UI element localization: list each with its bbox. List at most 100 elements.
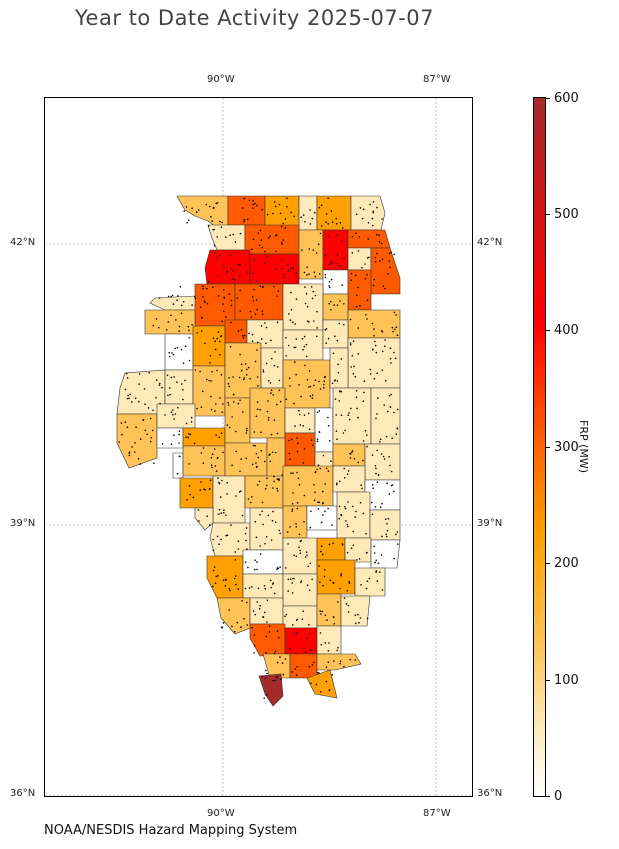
fire-detection-point [220,335,223,337]
fire-detection-point [319,467,322,470]
fire-detection-point [274,205,277,208]
fire-detection-point [310,510,312,512]
fire-detection-point [246,601,248,604]
fire-detection-point [254,202,256,205]
fire-detection-point [348,412,350,414]
fire-detection-point [177,406,179,409]
fire-detection-point [251,248,253,250]
fire-detection-point [267,237,270,239]
fire-detection-point [320,644,323,646]
fire-detection-point [225,236,227,238]
fire-detection-point [327,416,329,419]
county [364,443,401,481]
fire-detection-point [193,442,196,445]
fire-detection-point [223,297,226,299]
fire-detection-point [303,271,306,274]
fire-detection-point [254,313,257,315]
fire-detection-point [382,455,385,458]
fire-detection-point [230,304,233,307]
fire-detection-point [264,322,266,324]
fire-detection-point [396,408,399,411]
fire-detection-point [332,352,335,355]
fire-detection-point [350,272,353,275]
fire-detection-point [388,493,391,495]
fire-detection-point [235,450,237,453]
fire-detection-point [325,666,328,668]
fire-detection-point [178,430,181,433]
fire-detection-point [289,578,292,580]
fire-detection-point [371,217,374,220]
fire-detection-point [395,533,397,536]
county [212,475,246,524]
fire-detection-point [219,220,221,223]
fire-detection-point [357,461,360,464]
fire-detection-point [287,590,289,592]
fire-detection-point [149,440,152,443]
fire-detection-point [309,385,312,388]
fire-detection-point [351,235,354,238]
fire-detection-point [216,369,218,372]
fire-detection-point [357,613,359,616]
fire-detection-point [278,529,280,532]
fire-detection-point [381,350,384,353]
fire-detection-point [295,272,297,274]
fire-detection-point [328,235,331,238]
fire-detection-point [330,309,332,311]
fire-detection-point [231,464,233,467]
fire-detection-point [310,286,313,288]
fire-detection-point [317,501,319,504]
fire-detection-point [261,313,264,316]
fire-detection-point [349,457,352,459]
fire-detection-points [118,197,399,699]
fire-detection-point [327,197,330,199]
fire-detection-point [186,499,188,501]
fire-detection-point [393,351,395,354]
fire-detection-point [277,366,279,368]
fire-detection-point [392,330,394,333]
fire-detection-point [139,463,142,465]
fire-detection-point [301,337,304,340]
fire-detection-point [252,300,255,302]
fire-detection-point [327,337,330,340]
fire-detection-point [291,438,293,441]
fire-detection-point [228,385,230,388]
fire-detection-point [395,314,397,316]
fire-detection-point [279,400,282,403]
fire-detection-point [306,379,309,381]
fire-detection-point [383,458,386,460]
fire-detection-point [247,366,250,369]
fire-detection-point [207,225,210,227]
fire-detection-point [341,240,343,243]
fire-detection-point [295,634,297,637]
fire-detection-point [253,634,256,636]
fire-detection-point [290,291,292,294]
fire-detection-point [286,264,289,266]
fire-detection-point [343,665,345,668]
county [284,407,316,434]
fire-detection-point [362,208,365,211]
county [354,567,386,597]
fire-detection-point [336,380,339,382]
fire-detection-point [303,494,306,497]
fire-detection-point [246,218,249,220]
fire-detection-point [356,407,358,410]
fire-detection-point [167,321,170,323]
fire-detection-point [191,323,193,326]
fire-detection-point [311,444,314,447]
fire-detection-point [343,597,346,599]
fire-detection-point [366,617,369,620]
colorbar-tickmark [546,563,550,564]
fire-detection-point [273,285,275,288]
fire-detection-point [340,390,343,393]
fire-detection-point [330,460,332,463]
fire-detection-point [293,631,295,634]
fire-detection-point [209,205,211,208]
fire-detection-point [358,236,361,238]
fire-detection-point [244,363,247,365]
fire-detection-point [293,554,295,557]
fire-detection-point [235,495,237,497]
county [164,333,194,371]
fire-detection-point [387,410,389,413]
fire-detection-point [340,513,343,516]
fire-detection-point [336,304,339,306]
